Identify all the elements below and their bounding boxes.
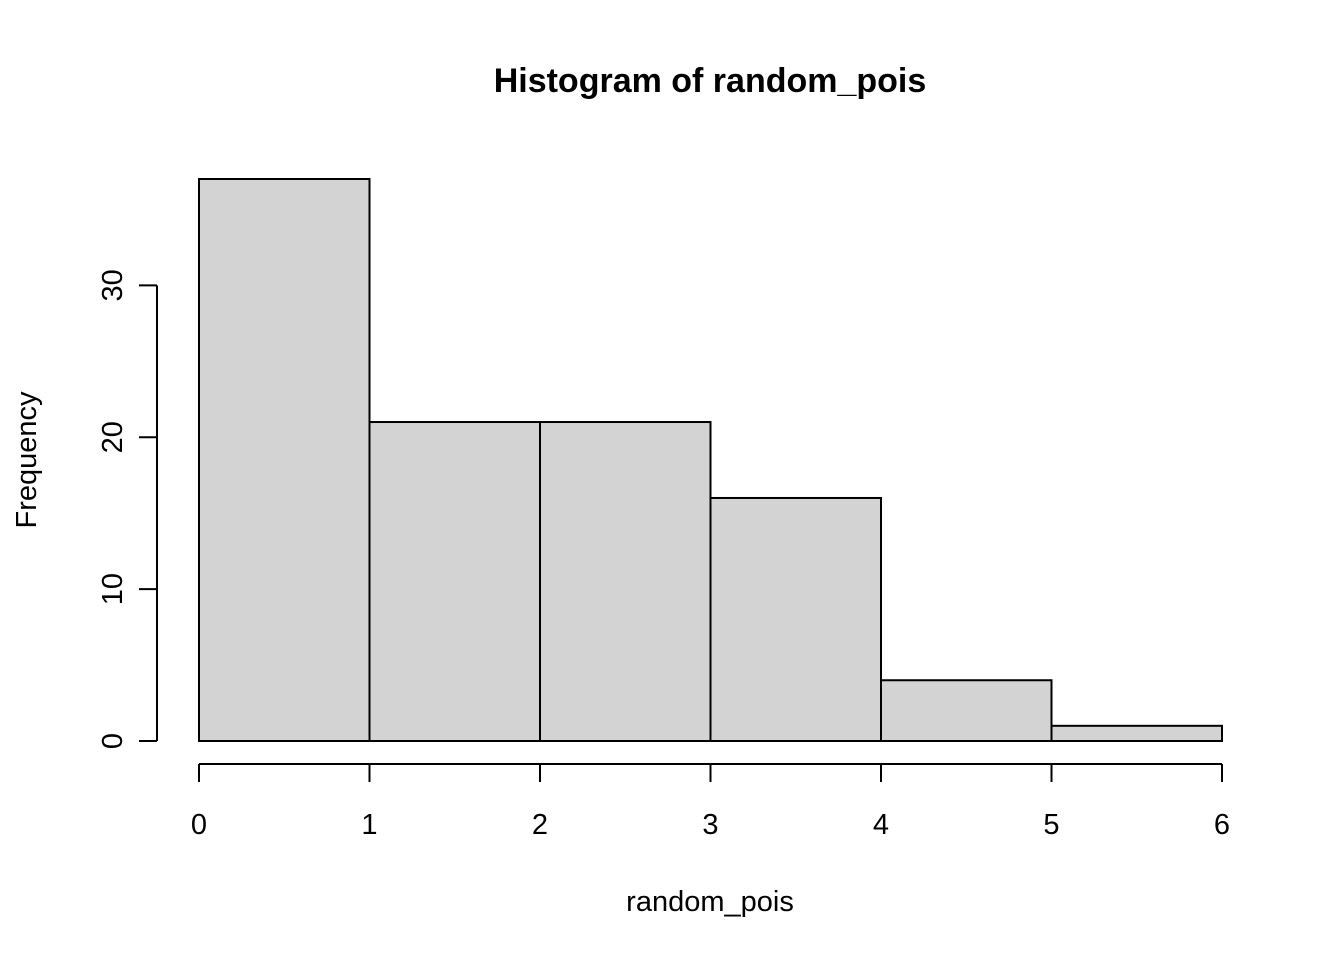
bars-group (198, 178, 1223, 742)
histogram-bar-1 (368, 421, 541, 742)
x-tick-label-1: 1 (361, 809, 377, 841)
x-tick-label-5: 5 (1043, 809, 1059, 841)
histogram-bar-2 (539, 421, 712, 742)
y-tick-label-30: 30 (97, 269, 129, 301)
x-axis-label: random_pois (626, 886, 794, 918)
histogram-bar-5 (1050, 724, 1223, 742)
y-axis-label: Frequency (11, 391, 43, 529)
x-tick-label-3: 3 (702, 809, 718, 841)
histogram-bar-4 (880, 679, 1053, 742)
y-tick-label-0: 0 (97, 733, 129, 749)
y-tick-label-20: 20 (97, 421, 129, 453)
x-tick-label-4: 4 (873, 809, 889, 841)
x-tick-label-0: 0 (191, 809, 207, 841)
y-axis: 0 10 20 30 (97, 269, 158, 749)
chart-title: Histogram of random_pois (494, 62, 927, 100)
y-tick-label-10: 10 (97, 573, 129, 605)
histogram-bar-3 (709, 496, 882, 742)
x-tick-label-2: 2 (532, 809, 548, 841)
x-tick-label-6: 6 (1214, 809, 1230, 841)
histogram-bar-0 (198, 178, 371, 742)
x-axis: 0 1 2 3 4 5 6 (191, 763, 1230, 841)
